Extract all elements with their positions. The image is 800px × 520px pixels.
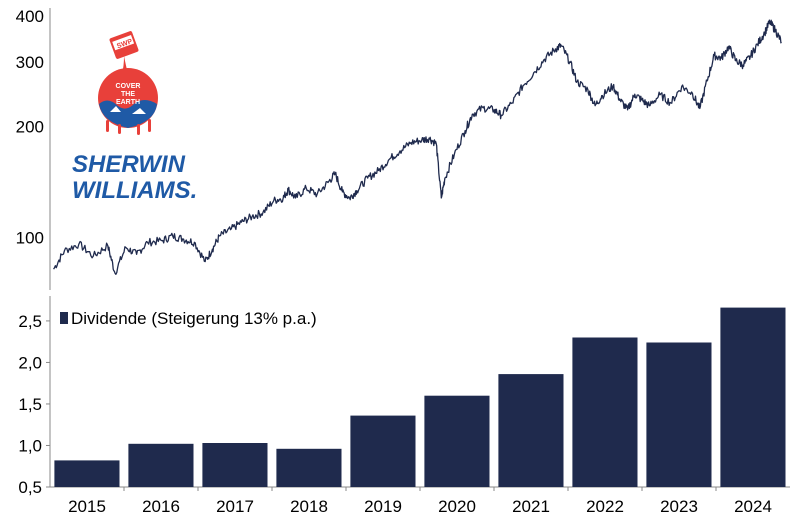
dividend-bar: [646, 342, 712, 487]
dividend-bars: [54, 307, 786, 487]
price-series-line: [53, 19, 782, 275]
price-y-tick-label: 400: [16, 7, 44, 26]
globe-text-line1: COVER: [116, 83, 141, 90]
dividend-bar: [128, 443, 194, 487]
dividend-y-ticks: 0,5 1,0 1,5 2,0 2,5: [18, 312, 50, 497]
dividend-bar: [350, 415, 416, 487]
legend: Dividende (Steigerung 13% p.a.): [60, 309, 317, 328]
dividend-x-tick-label: 2022: [586, 497, 624, 516]
dividend-x-tick-label: 2023: [660, 497, 698, 516]
dividend-x-tick-label: 2016: [142, 497, 180, 516]
dividend-y-tick-label: 1,5: [18, 395, 42, 414]
dividend-bar: [276, 448, 342, 487]
paint-can-icon: SWP: [109, 31, 139, 74]
sherwin-williams-logo: SWP COVER THE EARTH SHERWIN WILLIAMS.: [72, 31, 197, 204]
dividend-x-tick-label: 2024: [734, 497, 772, 516]
dividend-y-tick-label: 0,5: [18, 478, 42, 497]
legend-swatch: [60, 312, 68, 324]
dividend-x-tick-label: 2019: [364, 497, 402, 516]
dividend-bar: [424, 395, 490, 487]
dividend-bar: [720, 307, 786, 487]
price-y-tick-label: 300: [16, 53, 44, 72]
globe-text-line2: THE: [121, 91, 135, 98]
dividend-x-tick-label: 2017: [216, 497, 254, 516]
dividend-bar: [572, 337, 638, 487]
brand-name-line2: WILLIAMS.: [72, 177, 197, 204]
dividend-bar-chart: 0,5 1,0 1,5 2,0 2,5 2015 2016 2017 2018 2019 2020…: [18, 296, 790, 516]
price-y-tick-label: 200: [16, 118, 44, 137]
dividend-x-tick-label: 2015: [68, 497, 106, 516]
globe-icon: COVER THE EARTH: [98, 68, 158, 135]
dividend-y-tick-label: 2,5: [18, 312, 42, 331]
dividend-x-tick-label: 2020: [438, 497, 476, 516]
price-y-tick-label: 100: [16, 228, 44, 247]
dividend-x-tick-label: 2018: [290, 497, 328, 516]
price-line-chart: 100 200 300 400: [16, 7, 782, 290]
dividend-bar: [54, 460, 120, 487]
dividend-x-ticks: 2015 2016 2017 2018 2019 2020 2021 2022 2023 2024: [68, 487, 772, 516]
dividend-bar: [202, 443, 268, 487]
dividend-y-tick-label: 2,0: [18, 353, 42, 372]
dividend-bar: [498, 374, 564, 487]
legend-label: Dividende (Steigerung 13% p.a.): [71, 309, 317, 328]
dividend-x-tick-label: 2021: [512, 497, 550, 516]
globe-text-line3: EARTH: [116, 99, 140, 106]
brand-name-line1: SHERWIN: [72, 151, 186, 178]
price-y-ticks: 100 200 300 400: [16, 7, 44, 248]
dividend-y-tick-label: 1,0: [18, 436, 42, 455]
